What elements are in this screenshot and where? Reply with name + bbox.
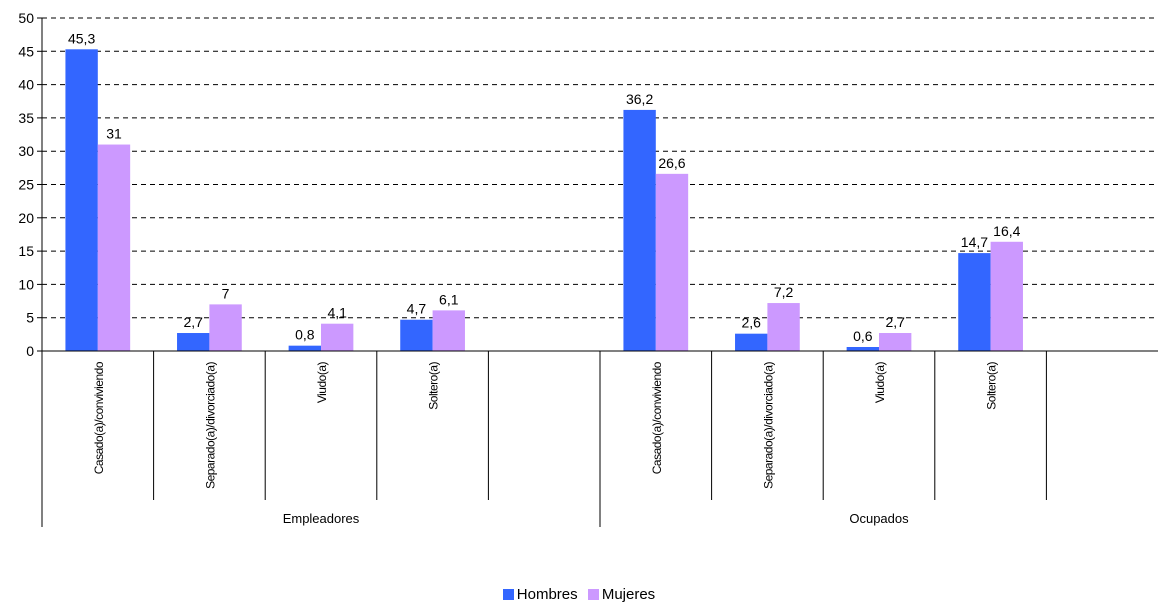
bar-hombres bbox=[65, 49, 98, 351]
y-tick-label: 30 bbox=[18, 143, 34, 159]
data-label: 0,6 bbox=[853, 328, 873, 344]
legend-swatch-hombres bbox=[502, 589, 514, 600]
y-tick-label: 20 bbox=[18, 210, 34, 226]
bar-mujeres bbox=[432, 310, 465, 351]
x-group-label: Ocupados bbox=[849, 511, 909, 526]
legend-label-mujeres: Mujeres bbox=[601, 586, 656, 603]
x-category-label: Soltero(a) bbox=[985, 361, 999, 409]
bar-mujeres bbox=[879, 333, 912, 351]
x-category-label: Separado(a)/divorciado(a) bbox=[203, 361, 217, 488]
data-label: 45,3 bbox=[68, 30, 95, 46]
bar-mujeres bbox=[767, 303, 800, 351]
bar-hombres bbox=[735, 333, 768, 351]
x-category-label: Separado(a)/divorciado(a) bbox=[761, 361, 775, 488]
legend-label-hombres: Hombres bbox=[516, 586, 578, 603]
bar-hombres bbox=[400, 319, 433, 351]
data-label: 36,2 bbox=[626, 91, 653, 107]
data-label: 14,7 bbox=[961, 234, 988, 250]
y-tick-label: 50 bbox=[18, 10, 34, 26]
bar-mujeres bbox=[655, 173, 689, 351]
y-tick-label: 5 bbox=[26, 310, 34, 326]
x-category-label: Viudo(a) bbox=[873, 361, 887, 403]
data-label: 4,1 bbox=[327, 305, 347, 321]
data-label: 26,6 bbox=[658, 155, 685, 171]
bar-hombres bbox=[846, 347, 879, 351]
bar-hombres bbox=[177, 333, 210, 351]
data-label: 31 bbox=[106, 126, 122, 142]
y-tick-label: 25 bbox=[18, 177, 34, 193]
data-label: 0,8 bbox=[295, 327, 315, 343]
legend: Hombres Mujeres bbox=[0, 586, 1158, 604]
data-label: 16,4 bbox=[993, 223, 1020, 239]
x-group-label: Empleadores bbox=[283, 511, 360, 526]
y-tick-label: 15 bbox=[18, 243, 34, 259]
data-label: 2,7 bbox=[885, 314, 905, 330]
legend-item-mujeres: Mujeres bbox=[587, 586, 656, 603]
data-label: 7,2 bbox=[774, 284, 794, 300]
y-tick-label: 40 bbox=[18, 77, 34, 93]
y-tick-label: 45 bbox=[18, 43, 34, 59]
x-category-label: Soltero(a) bbox=[427, 361, 441, 409]
data-label: 7 bbox=[222, 285, 230, 301]
data-label: 4,7 bbox=[407, 301, 427, 317]
y-tick-label: 0 bbox=[26, 343, 34, 359]
data-label: 6,1 bbox=[439, 291, 459, 307]
bar-hombres bbox=[623, 109, 656, 352]
data-label: 2,7 bbox=[183, 314, 203, 330]
bar-mujeres bbox=[97, 144, 131, 351]
y-tick-label: 10 bbox=[18, 276, 34, 292]
x-category-label: Casado(a)/conviviendo bbox=[92, 361, 106, 474]
data-label: 2,6 bbox=[741, 315, 761, 331]
legend-swatch-mujeres bbox=[587, 589, 599, 600]
bar-hombres bbox=[288, 345, 321, 351]
y-tick-label: 35 bbox=[18, 110, 34, 126]
bar-mujeres bbox=[209, 304, 242, 351]
bar-hombres bbox=[958, 253, 991, 351]
x-category-label: Viudo(a) bbox=[315, 361, 329, 403]
legend-item-hombres: Hombres bbox=[502, 586, 578, 603]
bar-mujeres bbox=[990, 241, 1023, 351]
x-category-label: Casado(a)/conviviendo bbox=[650, 361, 664, 474]
bar-mujeres bbox=[321, 323, 354, 351]
